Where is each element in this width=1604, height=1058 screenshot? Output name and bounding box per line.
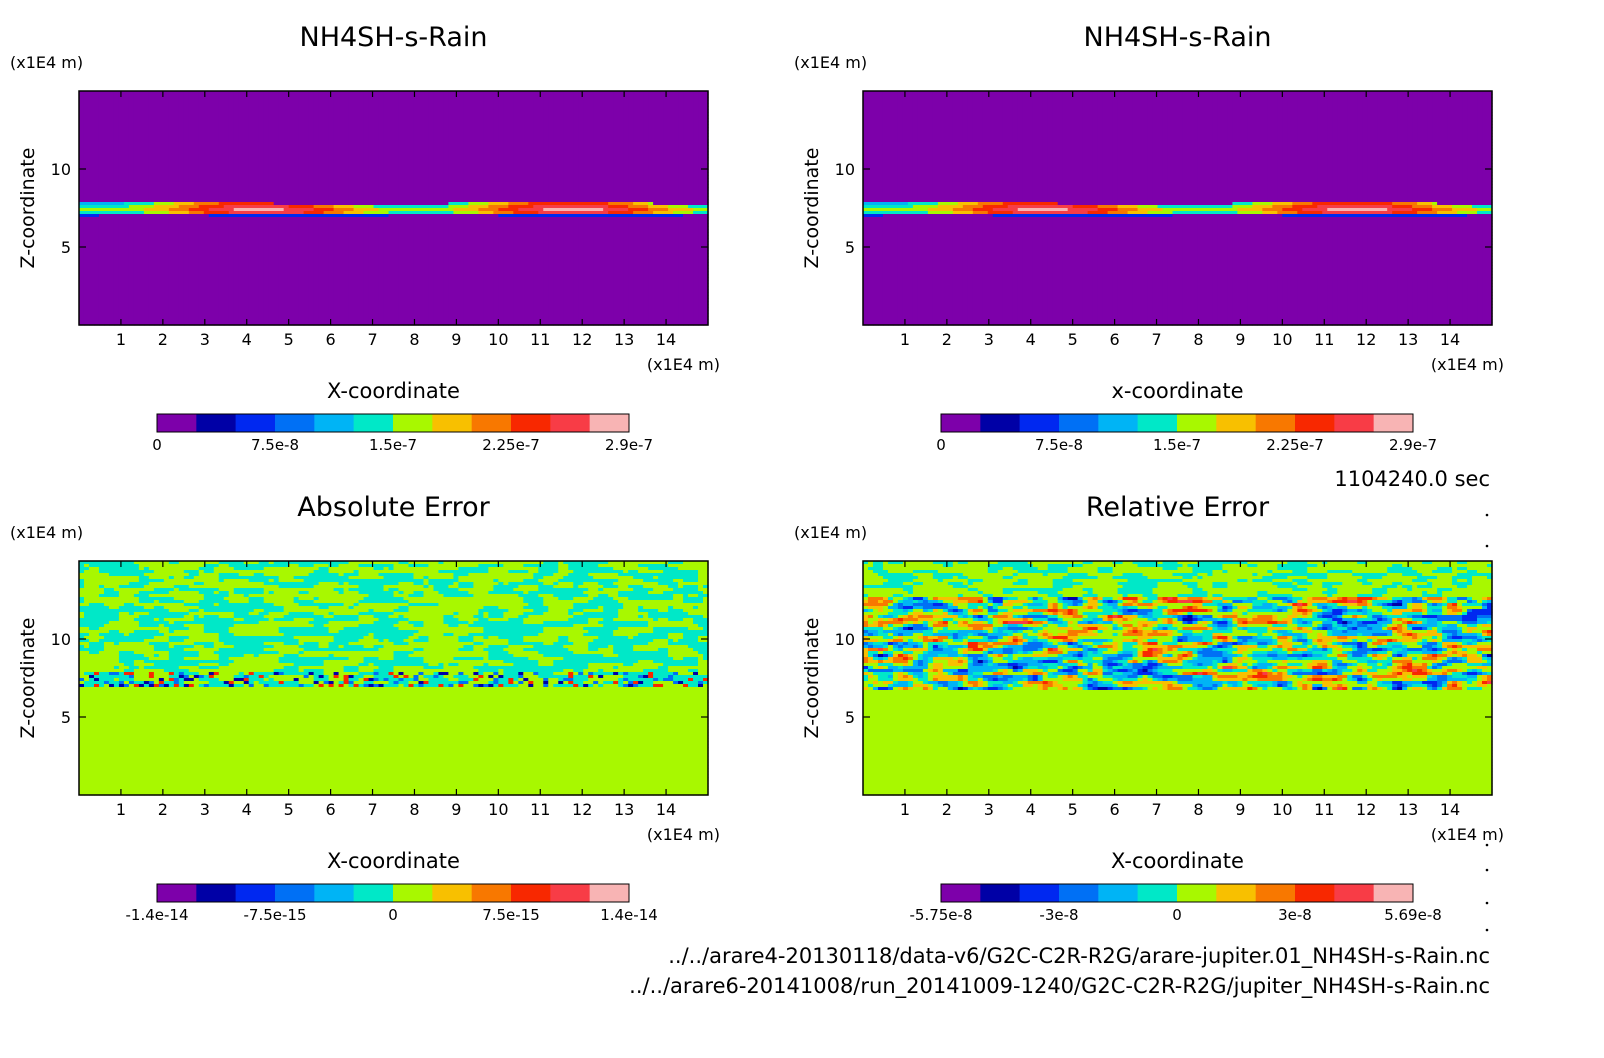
y-unit-label: (x1E4 m)	[10, 53, 83, 72]
heatmap-field	[79, 91, 709, 326]
panel-1: NH4SH-s-Rain(x1E4 m)1 2 3 4 5 6 7 8 9 10 11 12 13 145…	[10, 22, 720, 454]
chart-title: NH4SH-s-Rain	[300, 22, 488, 53]
